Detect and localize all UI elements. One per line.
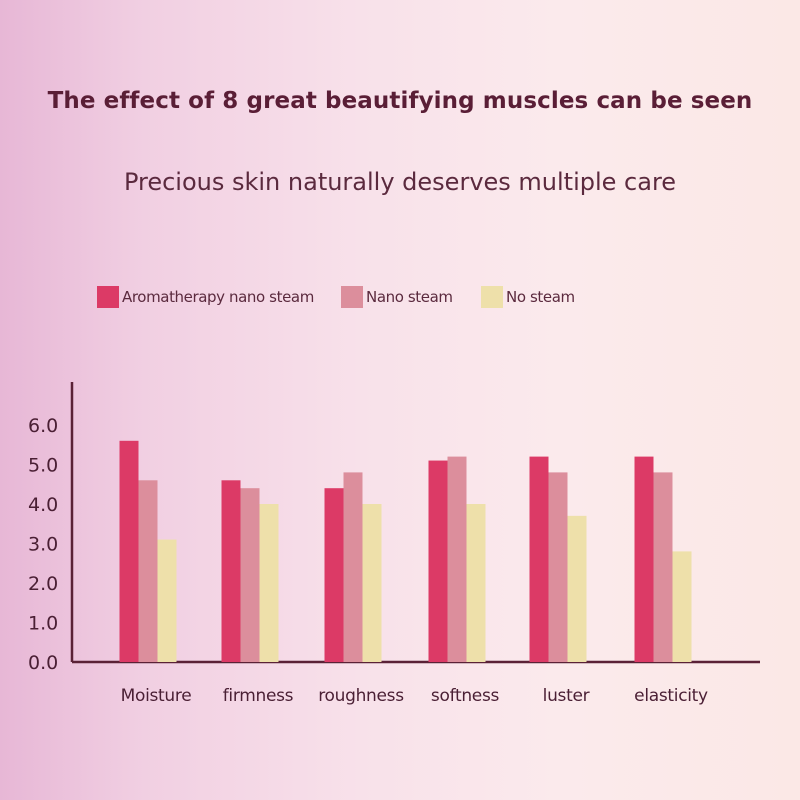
bar-firmness-series-3 bbox=[259, 504, 279, 662]
y-tick-label: 1.0 bbox=[28, 613, 58, 635]
y-tick-label: 6.0 bbox=[28, 415, 58, 437]
legend-label-no-steam: No steam bbox=[506, 288, 575, 306]
legend-item-nano-steam: Nano steam bbox=[341, 286, 453, 308]
legend-swatch-aromatherapy bbox=[97, 286, 119, 308]
legend-swatch-no-steam bbox=[481, 286, 503, 308]
page-subtitle: Precious skin naturally deserves multipl… bbox=[123, 168, 677, 196]
legend-item-no-steam: No steam bbox=[481, 286, 575, 308]
x-category-label: Moisture bbox=[121, 686, 192, 706]
bar-elasticity-series-1 bbox=[634, 456, 654, 662]
bar-moisture-series-1 bbox=[119, 440, 139, 662]
x-category-label: roughness bbox=[318, 686, 404, 706]
page-title: The effect of 8 great beautifying muscle… bbox=[47, 88, 753, 114]
bar-elasticity-series-3 bbox=[672, 551, 692, 662]
bar-softness-series-3 bbox=[466, 504, 486, 662]
bar-luster-series-1 bbox=[529, 456, 549, 662]
y-tick-label: 2.0 bbox=[28, 573, 58, 595]
bar-elasticity-series-2 bbox=[653, 472, 673, 662]
bar-firmness-series-2 bbox=[240, 488, 260, 662]
legend-swatch-nano-steam bbox=[341, 286, 363, 308]
bar-softness-series-2 bbox=[447, 456, 467, 662]
x-category-label: luster bbox=[543, 686, 590, 706]
bar-roughness-series-3 bbox=[362, 504, 382, 662]
y-tick-label: 5.0 bbox=[28, 455, 58, 477]
x-category-label: firmness bbox=[223, 686, 294, 706]
y-tick-label: 0.0 bbox=[28, 652, 58, 674]
legend-label-aromatherapy: Aromatherapy nano steam bbox=[122, 288, 314, 306]
bar-moisture-series-2 bbox=[138, 480, 158, 662]
bar-softness-series-1 bbox=[428, 460, 448, 662]
x-category-label: softness bbox=[431, 686, 500, 706]
y-tick-label: 3.0 bbox=[28, 534, 58, 556]
x-category-label: elasticity bbox=[634, 686, 708, 706]
bar-firmness-series-1 bbox=[221, 480, 241, 662]
legend-label-nano-steam: Nano steam bbox=[366, 288, 453, 306]
y-tick-label: 4.0 bbox=[28, 494, 58, 516]
bar-roughness-series-2 bbox=[343, 472, 363, 662]
legend-item-aromatherapy: Aromatherapy nano steam bbox=[97, 286, 314, 308]
bar-moisture-series-3 bbox=[157, 539, 177, 662]
bar-luster-series-2 bbox=[548, 472, 568, 662]
bar-luster-series-3 bbox=[567, 515, 587, 662]
bar-roughness-series-1 bbox=[324, 488, 344, 662]
